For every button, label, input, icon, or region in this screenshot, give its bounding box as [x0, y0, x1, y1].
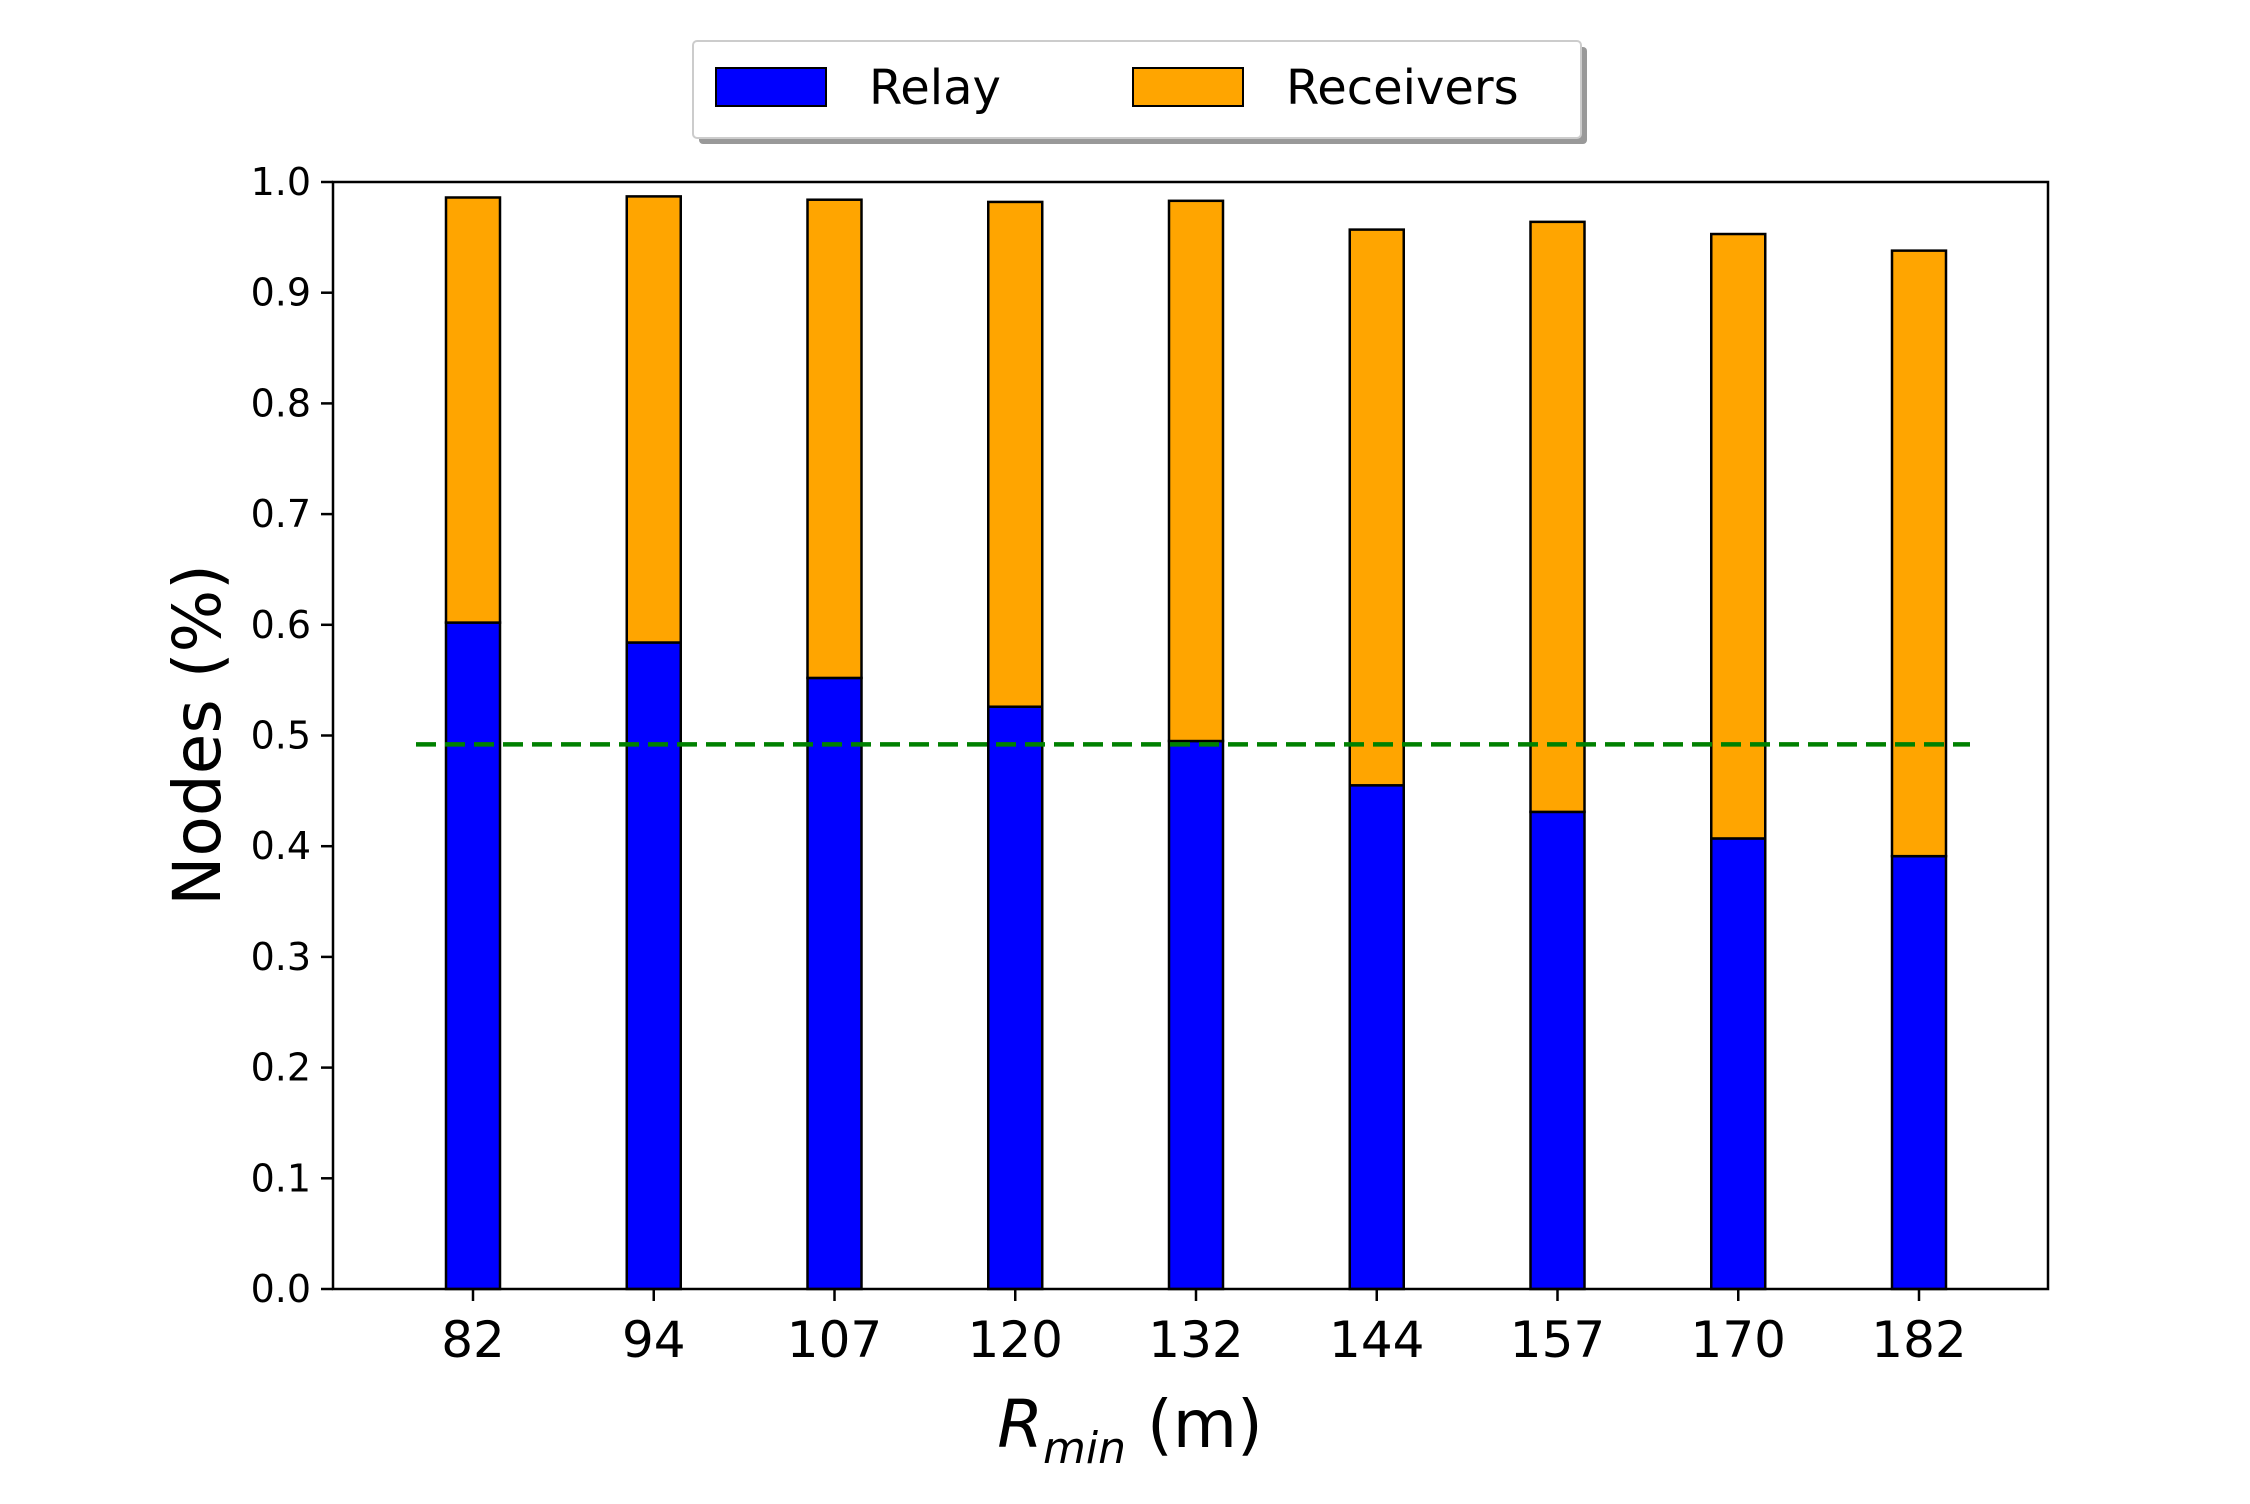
x-axis-label-main: R	[997, 1386, 1043, 1463]
x-tick-label: 170	[1691, 1311, 1786, 1369]
bar-relay-107	[806, 676, 863, 1291]
x-axis-label-sub: min	[1043, 1423, 1126, 1474]
legend-swatch-relay	[715, 67, 827, 107]
x-tick-label: 182	[1871, 1311, 1966, 1369]
x-tick-label: 107	[787, 1311, 882, 1369]
y-tick-label: 0.6	[251, 603, 311, 647]
y-tick-label: 0.3	[251, 935, 311, 979]
legend: Relay Receivers	[692, 40, 1587, 144]
bar-receivers-157	[1529, 220, 1586, 814]
bar-relay-182	[1890, 854, 1948, 1291]
y-tick-label: 1.0	[251, 160, 311, 204]
bar-receivers-107	[806, 198, 863, 680]
bar-receivers-182	[1890, 249, 1948, 858]
x-tick-label: 144	[1329, 1311, 1424, 1369]
bar-receivers-82	[444, 196, 502, 624]
y-tick-label: 0.4	[251, 824, 311, 868]
y-tick-label: 0.1	[251, 1156, 311, 1200]
legend-label-receivers: Receivers	[1286, 60, 1519, 116]
bar-relay-94	[625, 641, 682, 1291]
legend-swatch-receivers	[1132, 67, 1244, 107]
bar-relay-157	[1529, 810, 1586, 1291]
y-tick-label: 0.0	[251, 1267, 311, 1311]
x-axis-label: Rmin (m)	[997, 1386, 1263, 1474]
x-axis-ticks: 82 94 107 120 132 144 157 170 182	[441, 1289, 1967, 1369]
x-tick-label: 132	[1148, 1311, 1243, 1369]
y-axis-label: Nodes (%)	[159, 564, 236, 906]
y-axis-ticks: 0.0 0.1 0.2 0.3 0.4 0.5 0.6 0.7 0.8 0.9 1.0	[251, 160, 333, 1311]
bar-receivers-170	[1710, 232, 1767, 840]
x-tick-label: 82	[441, 1311, 505, 1369]
y-tick-label: 0.8	[251, 381, 311, 425]
y-tick-label: 0.5	[251, 714, 311, 758]
y-tick-label: 0.2	[251, 1046, 311, 1090]
x-tick-label: 157	[1510, 1311, 1605, 1369]
y-tick-label: 0.7	[251, 492, 311, 536]
bar-receivers-94	[625, 195, 682, 644]
x-axis-label-unit: (m)	[1126, 1386, 1263, 1463]
x-tick-label: 120	[968, 1311, 1063, 1369]
bar-receivers-120	[987, 200, 1044, 708]
legend-label-relay: Relay	[869, 60, 1001, 116]
bar-relay-132	[1167, 739, 1225, 1291]
bar-relay-120	[987, 705, 1044, 1291]
bar-receivers-144	[1348, 228, 1405, 787]
bar-relay-170	[1710, 837, 1767, 1291]
bar-relay-144	[1348, 784, 1405, 1291]
y-tick-label: 0.9	[251, 271, 311, 315]
bar-receivers-132	[1167, 199, 1225, 743]
bars	[444, 195, 1948, 1291]
bar-relay-82	[444, 621, 502, 1291]
x-tick-label: 94	[622, 1311, 686, 1369]
